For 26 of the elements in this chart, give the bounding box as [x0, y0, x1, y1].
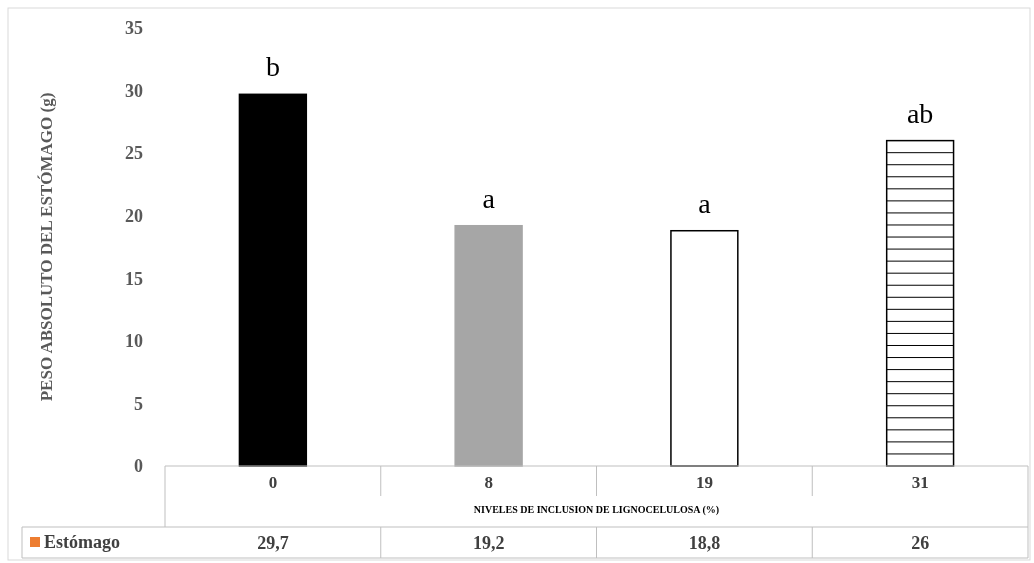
x-tick-label: 0	[268, 473, 278, 492]
bar	[670, 229, 739, 467]
y-tick-label: 20	[125, 205, 143, 226]
y-tick-label: 5	[134, 393, 143, 414]
y-tick-label: 25	[125, 143, 143, 164]
text: Estómago	[44, 532, 120, 552]
data-label: 29,7	[257, 533, 289, 553]
y-tick-label: 30	[125, 80, 143, 101]
x-tick-label: 19	[695, 473, 713, 492]
annotation: a	[482, 182, 496, 214]
data-label: 19,2	[472, 533, 505, 553]
bar	[238, 93, 308, 467]
annotation: ab	[906, 97, 934, 129]
bar	[454, 224, 523, 467]
x-tick-label: 31	[911, 473, 929, 492]
annotation: a	[698, 187, 712, 219]
y-tick-label: 35	[125, 18, 143, 39]
y-tick-label: 15	[125, 268, 143, 289]
y-tick-label: 10	[125, 331, 143, 352]
x-axis-title: NIVELES DE INCLUSION DE LIGNOCELULOSA (%)	[473, 504, 720, 516]
annotation: b	[265, 51, 280, 83]
x-tick-label: 8	[484, 473, 493, 492]
data-label: 26	[911, 533, 930, 553]
data-label: 18,8	[688, 533, 721, 553]
y-axis-title: PESO ABSOLUTO DEL ESTÓMAGO (g)	[37, 92, 56, 402]
y-tick-label: 0	[134, 456, 143, 477]
